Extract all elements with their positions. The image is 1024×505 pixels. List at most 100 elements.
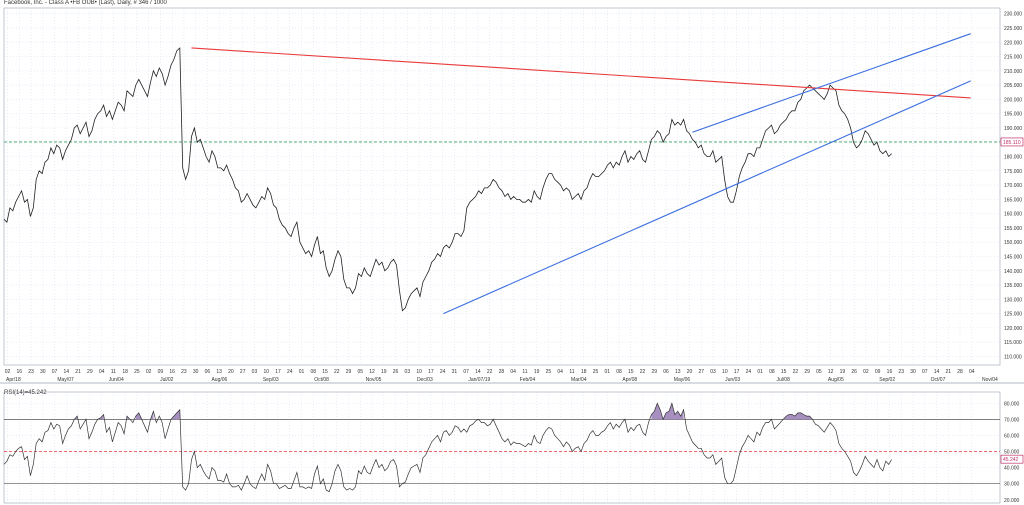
x-month-tick-label: Sep/03 xyxy=(263,377,279,383)
x-day-tick-label: 09 xyxy=(875,369,881,375)
rsi-overbought-fill xyxy=(651,403,684,420)
x-day-tick-label: 16 xyxy=(887,369,893,375)
x-day-tick-label: 26 xyxy=(851,369,857,375)
price-panel-frame xyxy=(3,7,1001,366)
y-tick-label: 135.000 xyxy=(1004,283,1022,289)
x-day-tick-label: 04 xyxy=(969,369,975,375)
y-tick-label: 155.000 xyxy=(1004,226,1022,232)
x-day-tick-label: 25 xyxy=(593,369,599,375)
x-month-tick-label: May/06 xyxy=(674,377,691,383)
x-day-tick-label: 22 xyxy=(487,369,493,375)
x-day-tick-label: 22 xyxy=(334,369,340,375)
x-day-tick-label: 14 xyxy=(475,369,481,375)
x-day-tick-label: 14 xyxy=(64,369,70,375)
x-day-tick-label: 13 xyxy=(216,369,222,375)
y-tick-label: 220.000 xyxy=(1004,40,1022,46)
x-day-tick-label: 23 xyxy=(898,369,904,375)
x-month-tick-label: Aug/06 xyxy=(211,377,227,383)
x-day-tick-label: 24 xyxy=(440,369,446,375)
y-tick-label: 215.000 xyxy=(1004,55,1022,61)
x-day-tick-label: 22 xyxy=(640,369,646,375)
rsi-y-tick-label: 40.000 xyxy=(1004,466,1020,472)
x-day-tick-label: 28 xyxy=(957,369,963,375)
x-day-tick-label: 26 xyxy=(393,369,399,375)
x-day-tick-label: 14 xyxy=(934,369,940,375)
x-day-tick-label: 19 xyxy=(840,369,846,375)
x-day-tick-label: 11 xyxy=(569,369,574,375)
rsi-panel-frame xyxy=(3,391,1001,504)
x-month-tick-label: Sep/02 xyxy=(879,377,895,383)
x-day-tick-label: 25 xyxy=(546,369,552,375)
x-day-tick-label: 04 xyxy=(99,369,105,375)
x-day-tick-label: 10 xyxy=(416,369,422,375)
x-day-tick-label: 19 xyxy=(381,369,387,375)
rsi-last-marker xyxy=(1000,454,1024,464)
x-day-tick-label: 06 xyxy=(205,369,211,375)
x-day-tick-label: 27 xyxy=(699,369,705,375)
x-day-tick-label: 07 xyxy=(52,369,58,375)
price-panel[interactable] xyxy=(3,33,1000,315)
y-tick-label: 160.000 xyxy=(1004,212,1022,218)
x-month-tick-label: Jul/08 xyxy=(777,377,791,383)
x-day-tick-label: 28 xyxy=(499,369,505,375)
y-tick-label: 110.000 xyxy=(1004,354,1022,360)
y-tick-label: 180.000 xyxy=(1004,155,1022,161)
x-day-tick-label: 23 xyxy=(28,369,34,375)
x-day-tick-label: 16 xyxy=(169,369,175,375)
rsi-y-tick-label: 60.000 xyxy=(1004,433,1020,439)
x-day-tick-label: 15 xyxy=(322,369,328,375)
y-tick-label: 210.000 xyxy=(1004,69,1022,75)
x-day-tick-label: 01 xyxy=(604,369,610,375)
x-day-tick-label: 10 xyxy=(722,369,728,375)
x-day-tick-label: 03 xyxy=(405,369,411,375)
x-month-tick-label: Aug/05 xyxy=(828,377,844,383)
x-day-tick-label: 05 xyxy=(358,369,364,375)
grid xyxy=(0,7,1024,504)
x-day-tick-label: 06 xyxy=(663,369,669,375)
y-tick-label: 195.000 xyxy=(1004,112,1022,118)
x-day-tick-label: 29 xyxy=(651,369,657,375)
trendline-blue-lower[interactable] xyxy=(443,80,971,315)
y-tick-label: 165.000 xyxy=(1004,197,1022,203)
y-tick-label: 225.000 xyxy=(1004,26,1022,32)
rsi-panel[interactable] xyxy=(3,402,1000,493)
x-day-tick-label: 19 xyxy=(534,369,540,375)
x-day-tick-label: 01 xyxy=(299,369,305,375)
y-tick-label: 190.000 xyxy=(1004,126,1022,132)
x-month-tick-label: Nov/05 xyxy=(366,377,382,383)
x-month-tick-label: Oct/07 xyxy=(931,377,946,383)
x-month-tick-label: May/07 xyxy=(57,377,74,383)
x-day-tick-label: 08 xyxy=(310,369,316,375)
trendline-red[interactable] xyxy=(191,47,971,99)
trendline-blue-upper[interactable] xyxy=(692,33,971,133)
x-day-tick-label: 01 xyxy=(757,369,763,375)
x-month-tick-label: Jun/04 xyxy=(109,377,124,383)
x-day-tick-label: 02 xyxy=(5,369,11,375)
x-day-tick-label: 29 xyxy=(346,369,352,375)
x-day-tick-label: 09 xyxy=(158,369,164,375)
y-tick-label: 125.000 xyxy=(1004,312,1022,318)
x-day-tick-label: 15 xyxy=(628,369,634,375)
x-day-tick-label: 27 xyxy=(240,369,246,375)
axes: 02 16 23 30 07 14 21 29 04 11 18 25 02 09 16 23 30 06 13 20… xyxy=(5,12,1024,504)
x-month-tick-label: Feb/04 xyxy=(520,377,536,383)
x-day-tick-label: 12 xyxy=(828,369,834,375)
x-month-tick-label: Oct/08 xyxy=(314,377,329,383)
x-month-tick-label: Jun/03 xyxy=(725,377,740,383)
x-day-tick-label: 18 xyxy=(581,369,587,375)
rsi-overbought-fill xyxy=(135,412,142,420)
y-tick-label: 120.000 xyxy=(1004,326,1022,332)
x-day-tick-label: 04 xyxy=(557,369,563,375)
x-day-tick-label: 21 xyxy=(75,369,81,375)
y-tick-label: 175.000 xyxy=(1004,169,1022,175)
x-day-tick-label: 11 xyxy=(111,369,116,375)
price-line[interactable] xyxy=(3,47,892,312)
y-tick-label: 205.000 xyxy=(1004,83,1022,89)
rsi-y-tick-label: 50.000 xyxy=(1004,450,1020,456)
x-month-tick-label: Apr/08 xyxy=(622,377,637,383)
x-day-tick-label: 11 xyxy=(522,369,527,375)
x-day-tick-label: 03 xyxy=(252,369,258,375)
rsi-overbought-fill xyxy=(97,414,104,420)
rsi-line[interactable] xyxy=(3,402,892,493)
